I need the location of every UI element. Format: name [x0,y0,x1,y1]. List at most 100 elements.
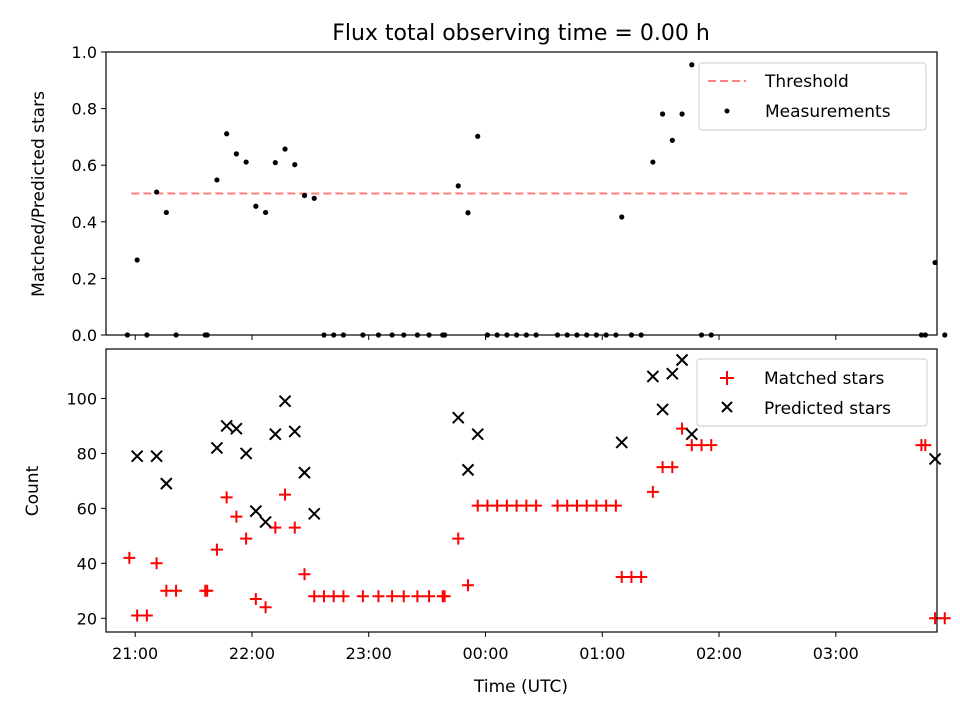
measurement-point [465,210,471,216]
ratio-y-tick-label: 0.4 [72,213,97,232]
predicted-star-point [269,427,282,441]
matched-star-point [461,579,474,592]
measurement-point [292,162,298,168]
measurement-point [153,189,160,195]
predicted-star-point [210,441,224,455]
predicted-star-point [259,515,272,529]
matched-star-point [240,532,253,545]
measurement-point [224,131,230,137]
ratio-y-axis-label: Matched/Predicted stars [29,91,49,297]
time-x-tick-label: 02:00 [696,644,742,663]
matched-star-point [372,590,385,603]
matched-star-point [230,510,243,523]
matched-star-point [288,521,301,534]
matched-star-point [530,499,543,512]
predicted-star-point [675,353,689,367]
measurement-point [932,259,938,266]
measurement-point [669,137,675,143]
predicted-star-point [452,411,465,424]
matched-star-point [220,491,233,504]
time-x-tick-label: 03:00 [813,644,859,663]
time-x-tick-label: 23:00 [346,644,392,663]
count-y-tick-label: 80 [77,444,97,463]
legend-measurements-label: Measurements [765,102,891,122]
measurement-point [163,209,169,216]
matched-star-point [423,590,436,603]
ratio-axes-frame [105,51,938,336]
predicted-star-point [160,477,173,490]
matched-star-point [210,543,223,556]
legend-predicted-swatch [721,401,733,413]
matched-star-point [919,439,932,452]
ratio-y-axis-ticks: 0.0 0.2 0.4 0.6 0.8 1.0 [72,43,106,345]
predicted-star-point [615,436,628,449]
chart-title: Flux total observing time = 0.00 h [332,21,710,46]
ratio-y-tick-label: 0.2 [72,269,97,288]
matched-star-point [140,609,153,622]
count-legend-box [696,358,928,427]
x-axis-label: Time (UTC) [473,677,568,697]
legend-threshold-label: Threshold [764,72,849,92]
matched-star-point [646,485,659,498]
measurement-point [679,111,685,117]
measurement-point [134,257,140,263]
predicted-star-point [220,419,233,433]
time-x-tick-label: 22:00 [229,644,275,663]
measurement-point [243,159,249,165]
matched-star-point [150,557,163,570]
count-y-tick-label: 40 [77,554,97,573]
matched-star-point [259,601,272,614]
predicted-star-point [288,425,301,438]
ratio-y-tick-label: 0.6 [72,156,97,175]
measurement-point [214,177,220,183]
time-x-tick-label: 21:00 [112,644,158,663]
legend-matched-swatch [720,371,734,385]
legend-measurements-swatch [724,108,730,114]
measurement-point [253,203,259,209]
matched-star-point [279,488,292,501]
measurement-point [311,195,317,201]
count-y-tick-label: 100 [66,389,97,408]
time-x-tick-label: 01:00 [579,644,625,663]
matched-star-point [386,590,399,603]
predicted-star-point [685,427,698,441]
count-legend: Matched stars Predicted stars [696,358,928,427]
time-x-tick-label: 00:00 [462,644,508,663]
predicted-star-point [249,504,263,518]
legend-matched-label: Matched stars [764,369,884,389]
matched-star-point [269,521,282,534]
measurement-point [659,111,666,117]
matched-star-point [676,422,689,435]
matched-star-point [705,439,718,452]
ratio-legend: Threshold Measurements [698,62,927,131]
matched-star-point [170,584,183,597]
matched-star-point [397,590,410,603]
measurement-point [262,209,269,216]
legend-predicted-label: Predicted stars [764,399,891,419]
ratio-y-tick-label: 1.0 [72,43,97,62]
predicted-star-point [928,452,942,466]
matched-star-point [635,571,648,584]
matched-star-point [356,590,369,603]
matched-star-point [123,551,136,564]
time-axis-ticks: 21:00 22:00 23:00 00:00 01:00 02:00 03:00 [112,335,859,663]
predicted-star-point [666,367,679,380]
predicted-star-point [278,394,292,408]
count-y-tick-label: 20 [77,609,97,628]
matched-star-point [452,532,465,545]
measurement-point [301,192,308,199]
matched-star-point [666,461,679,474]
predicted-star-point [298,466,311,479]
predicted-star-point [656,403,669,416]
count-axes-frame [105,348,938,633]
matched-star-point [201,584,214,597]
count-y-axis-ticks: 20 40 60 80 100 [66,389,106,628]
count-y-tick-label: 60 [77,499,97,518]
matched-star-point [298,568,311,581]
matched-star-point [411,590,424,603]
predicted-star-point [130,449,144,463]
predicted-star-point [646,370,660,383]
predicted-star-point [308,507,321,521]
measurement-point [282,146,288,152]
